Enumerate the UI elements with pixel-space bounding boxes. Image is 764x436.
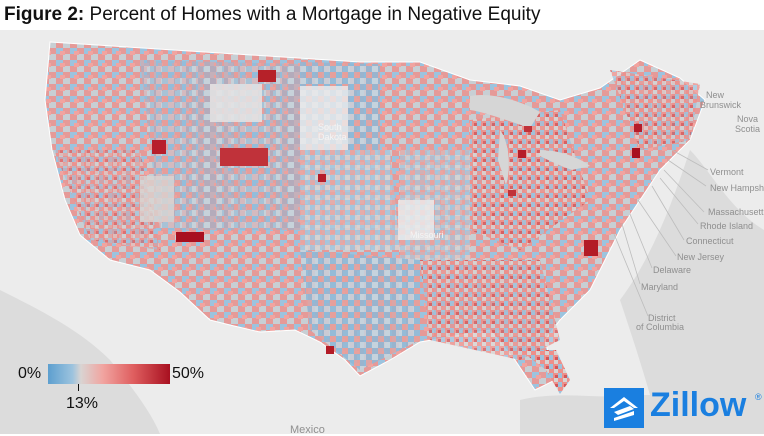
south-dakota-label-2: Dakota <box>318 132 347 142</box>
massachusetts-label: Massachusett <box>708 207 764 217</box>
figure-title: Figure 2: Percent of Homes with a Mortga… <box>4 4 540 28</box>
new-jersey-label: New Jersey <box>677 252 725 262</box>
legend-color-bar <box>48 364 170 384</box>
legend-median-tick <box>78 384 79 391</box>
zillow-house-icon <box>604 388 644 428</box>
zillow-wordmark: Zillow <box>650 386 747 424</box>
nova-scotia-label: Nova <box>737 114 759 124</box>
legend-max-label: 50% <box>172 365 205 382</box>
delaware-label: Delaware <box>653 265 692 275</box>
new-brunswick-label: New <box>706 90 725 100</box>
nova-scotia-label-2: Scotia <box>735 124 761 134</box>
new-hampshire-label: New Hampsh <box>710 183 764 193</box>
legend-median-label: 13% <box>66 395 99 412</box>
maryland-label: Maryland <box>641 282 679 292</box>
district-of-columbia-label: District <box>648 313 676 323</box>
rhode-island-label: Rhode Island <box>700 221 754 231</box>
legend-min-label: 0% <box>18 365 42 382</box>
new-brunswick-label-2: Brunswick <box>700 100 742 110</box>
missouri-label: Missouri <box>410 230 444 240</box>
mexico-label: Mexico <box>290 424 325 436</box>
registered-mark: ® <box>755 392 762 402</box>
district-of-columbia-label-2: of Columbia <box>636 322 685 332</box>
vermont-label: Vermont <box>710 167 744 177</box>
negative-equity-map <box>0 30 764 434</box>
connecticut-label: Connecticut <box>686 236 734 246</box>
figure-number: Figure 2: <box>4 4 85 25</box>
figure-title-text: Percent of Homes with a Mortgage in Nega… <box>89 4 541 25</box>
south-dakota-label: South <box>318 122 342 132</box>
